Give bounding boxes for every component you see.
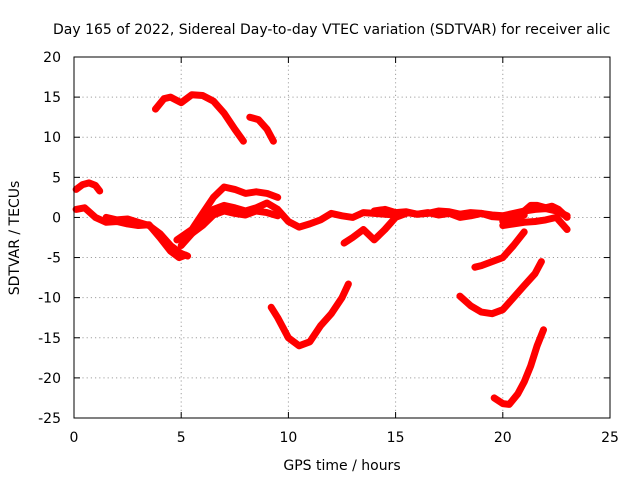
series-arc-1: [72, 179, 104, 195]
y-tick-label: 20: [43, 50, 61, 66]
x-tick-label: 15: [387, 430, 405, 446]
plot-frame: [73, 56, 611, 419]
x-tick-label: 5: [177, 430, 186, 446]
series-arc-5: [173, 183, 282, 244]
x-tick-label: 0: [70, 430, 79, 446]
y-tick-label: -25: [38, 411, 61, 427]
series-arc-11: [370, 205, 528, 224]
x-axis-label: GPS time / hours: [283, 458, 400, 474]
series-arc-4: [152, 91, 247, 145]
y-tick-label: -20: [38, 371, 61, 387]
y-tick-label: 0: [52, 210, 61, 226]
series-arc-3: [102, 213, 192, 260]
series-arc-14: [499, 213, 571, 233]
series-arc-13: [499, 201, 571, 225]
series-arc-9: [267, 280, 352, 350]
series-arc-12: [471, 228, 528, 271]
y-tick-label: -15: [38, 331, 61, 347]
y-tick-label: -10: [38, 291, 61, 307]
x-tick-label: 25: [601, 430, 619, 446]
y-tick-label: 10: [43, 130, 61, 146]
y-tick-label: -5: [47, 251, 61, 267]
series-arc-8: [246, 113, 277, 145]
y-tick-label: 15: [43, 90, 61, 106]
y-axis-label: SDTVAR / TECUs: [7, 181, 23, 296]
x-tick-label: 20: [494, 430, 512, 446]
series-arc-16: [490, 326, 547, 408]
chart-title: Day 165 of 2022, Sidereal Day-to-day VTE…: [53, 22, 610, 38]
series-arc-15: [456, 258, 545, 318]
x-tick-label: 10: [279, 430, 297, 446]
series-layer: [72, 91, 571, 408]
series-arc-7: [188, 207, 282, 237]
series-arc-10: [340, 209, 410, 247]
tick-label-layer: 0 5 10 15 20 25 -25 -20 -15 -10 -5 0 5 10 15 20: [38, 50, 619, 446]
series-arc-2: [72, 204, 189, 262]
y-tick-label: 5: [52, 170, 61, 186]
